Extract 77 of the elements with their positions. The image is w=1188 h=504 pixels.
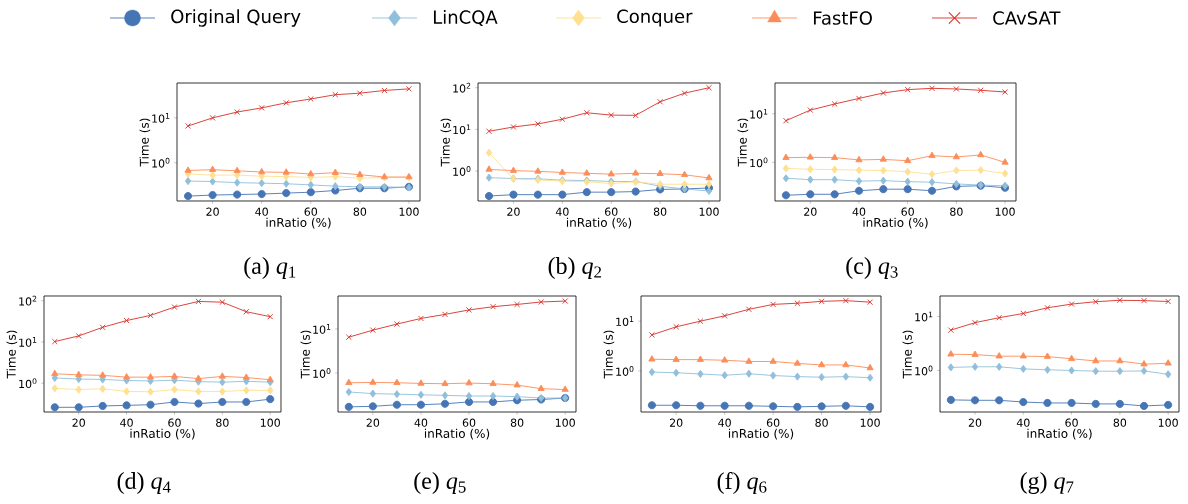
y-axis-title: Time (s): [300, 330, 312, 379]
x-tick-label: 60: [168, 418, 181, 427]
text: (b) q$_{2}$: [548, 257, 602, 279]
x-tick-label: 100: [699, 207, 719, 216]
x-tick-label: 20: [507, 207, 520, 216]
x-tick-label: 80: [510, 418, 524, 427]
x-tick-label: 100: [555, 418, 575, 427]
legend-label: FastFO: [813, 11, 872, 25]
x-tick-label: 40: [120, 418, 133, 427]
x-tick-label: 60: [604, 207, 618, 216]
x-tick-label: 60: [766, 418, 780, 427]
x-tick-label: 80: [815, 418, 828, 427]
y-tick-label: 10$^{1}$: [915, 311, 933, 322]
x-axis-title: inRatio (%): [424, 428, 490, 440]
text: (c) q$_{3}$: [846, 257, 898, 279]
y-axis-title: Time (s): [6, 330, 18, 379]
legend-label: Conquer: [617, 9, 693, 27]
x-tick-label: 20: [366, 418, 380, 427]
x-tick-label: 40: [852, 207, 866, 216]
legend-label: CAvSAT: [993, 11, 1061, 25]
y-tick-label: 10$^{1}$: [19, 337, 37, 347]
y-tick-label: 10$^{1}$: [750, 108, 768, 119]
x-axis-title: inRatio (%): [266, 217, 331, 229]
text: (f) q$_{6}$: [717, 472, 767, 495]
x-tick-label: 100: [860, 418, 880, 427]
y-axis-title: Time (s): [139, 118, 151, 167]
y-tick-label: 10$^{1}$: [152, 113, 170, 123]
x-tick-label: 60: [901, 207, 914, 216]
x-tick-label: 60: [304, 207, 318, 216]
text: (a) q$_{1}$: [244, 257, 296, 279]
x-tick-label: 80: [950, 207, 963, 216]
y-tick-label: 10$^{0}$: [616, 366, 634, 376]
x-tick-label: 80: [1113, 418, 1127, 427]
y-tick-label: 10$^{2}$: [453, 82, 471, 93]
x-axis-title: inRatio (%): [566, 217, 632, 229]
text: (e) q$_{5}$: [414, 472, 466, 494]
y-axis-title: Time (s): [737, 118, 749, 167]
x-tick-label: 80: [216, 418, 229, 427]
y-tick-label: 10$^{1}$: [313, 324, 331, 334]
x-tick-label: 100: [399, 207, 419, 216]
x-tick-label: 100: [1158, 418, 1178, 427]
x-tick-label: 80: [353, 207, 367, 216]
y-tick-label: 10$^{0}$: [453, 166, 471, 176]
text: (g) q$_{7}$: [1020, 472, 1074, 494]
x-tick-label: 40: [718, 418, 731, 427]
y-tick-label: 10$^{0}$: [313, 368, 331, 378]
x-tick-label: 100: [260, 418, 280, 427]
y-tick-label: 10$^{0}$: [19, 378, 37, 389]
x-tick-label: 60: [1065, 418, 1078, 427]
y-tick-label: 10$^{2}$: [19, 295, 37, 306]
legend-label: LinCQA: [433, 10, 498, 26]
x-axis-title: inRatio (%): [863, 217, 928, 229]
y-axis-title: Time (s): [603, 330, 615, 379]
y-tick-label: 10$^{0}$: [750, 157, 768, 168]
y-tick-label: 10$^{1}$: [453, 124, 471, 135]
x-tick-label: 100: [995, 207, 1015, 216]
x-axis-title: inRatio (%): [1027, 428, 1092, 440]
text: (d) q$_{4}$: [117, 472, 171, 494]
x-tick-label: 40: [414, 418, 428, 427]
x-axis-title: inRatio (%): [728, 428, 794, 440]
x-tick-label: 40: [1016, 418, 1030, 427]
x-axis-title: inRatio (%): [130, 428, 195, 440]
x-tick-label: 20: [968, 418, 982, 427]
legend-label: Original Query: [171, 9, 301, 27]
x-tick-label: 20: [669, 418, 683, 427]
y-tick-label: 10$^{0}$: [915, 365, 933, 376]
y-tick-label: 10$^{0}$: [152, 157, 170, 168]
x-tick-label: 20: [804, 207, 817, 216]
y-axis-title: Time (s): [902, 330, 914, 379]
x-tick-label: 40: [255, 207, 268, 216]
y-axis-title: Time (s): [440, 118, 452, 167]
x-tick-label: 20: [206, 207, 219, 216]
x-tick-label: 20: [72, 418, 85, 427]
x-tick-label: 60: [462, 418, 476, 427]
x-tick-label: 40: [555, 207, 569, 216]
x-tick-label: 80: [653, 207, 667, 216]
y-tick-label: 10$^{1}$: [616, 316, 634, 327]
